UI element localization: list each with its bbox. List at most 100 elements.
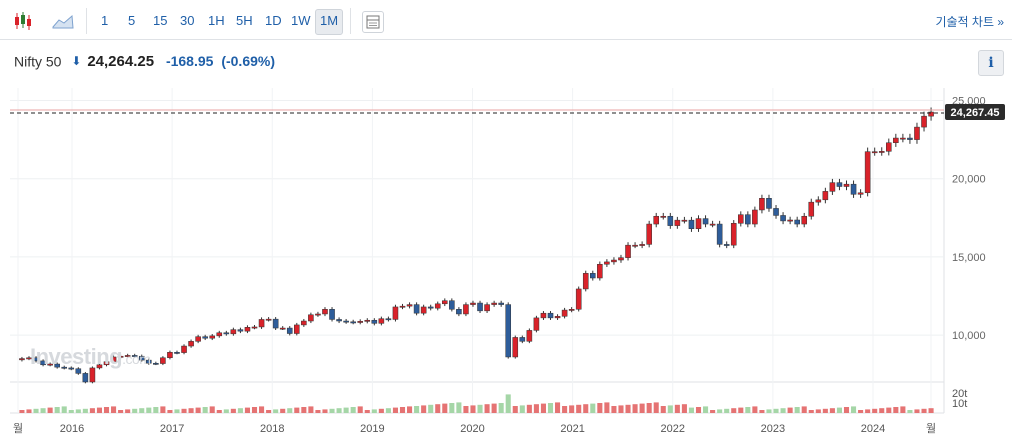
volume-bar [442, 403, 448, 413]
volume-bar [667, 405, 673, 413]
candlestick-glyph [15, 12, 31, 30]
timeframe-5[interactable]: 5 [128, 13, 136, 28]
volume-bar [407, 406, 413, 413]
candle-body [625, 244, 631, 258]
candle-body [195, 336, 201, 342]
candle-body [244, 327, 251, 332]
candle-body [54, 363, 60, 368]
volume-bar [251, 407, 258, 413]
volume-bar [710, 410, 716, 413]
candle-body [491, 302, 497, 305]
volume-bar [576, 404, 582, 413]
volume-bar [188, 408, 194, 413]
timeframe-1m[interactable]: 1M [315, 9, 344, 35]
timeframe-30[interactable]: 30 [180, 13, 195, 28]
candle-body [329, 309, 335, 320]
volume-tick-label: 10t [952, 398, 967, 410]
volume-bar [68, 410, 74, 413]
volume-bar [738, 407, 744, 413]
volume-bar [378, 408, 384, 413]
volume-bar [695, 407, 702, 413]
candle-body [174, 352, 180, 354]
candle-body [82, 373, 89, 383]
volume-bar [54, 407, 60, 413]
candle-body [343, 320, 349, 323]
candle-body [406, 304, 413, 307]
volume-bar [357, 406, 363, 413]
candle-body [181, 345, 187, 353]
x-tick-label: 2024 [861, 423, 885, 435]
x-tick-label: 2019 [360, 423, 384, 435]
candle-body [498, 302, 504, 305]
volume-bar [273, 409, 279, 413]
volume-bar [47, 407, 53, 413]
info-button[interactable]: i [978, 50, 1004, 76]
volume-bar [61, 406, 67, 413]
volume-bar [294, 407, 300, 413]
volume-bar [724, 408, 730, 413]
volume-bar [456, 402, 462, 413]
timeframe-1w[interactable]: 1W [291, 13, 311, 28]
volume-bar [865, 409, 871, 413]
timeframe-15[interactable]: 15 [153, 13, 168, 28]
volume-bar [259, 406, 265, 413]
x-tick-label: 월 [13, 422, 23, 435]
candle-body [914, 126, 920, 140]
candle-body [357, 321, 364, 323]
settings-panel-icon[interactable] [362, 11, 384, 33]
timeframe-5h[interactable]: 5H [236, 13, 253, 28]
candle-body [26, 357, 32, 360]
candle-body [730, 223, 737, 246]
candle-body [265, 318, 272, 321]
volume-bar [858, 410, 864, 413]
volume-bar [223, 409, 229, 413]
candle-body [294, 324, 300, 334]
volume-bar [477, 404, 483, 413]
quote-header: Nifty 50 ⬇ 24,264.25 -168.95 (-0.69%) [14, 52, 275, 72]
investing-watermark-logo: Investing.com [30, 344, 151, 370]
timeframe-1[interactable]: 1 [101, 13, 109, 28]
candle-body [138, 355, 145, 361]
toolbar-divider [350, 8, 351, 34]
volume-bar [646, 403, 652, 413]
candle-body [582, 273, 589, 290]
candle-body [371, 319, 378, 324]
candle-body [378, 318, 385, 324]
candle-body [618, 257, 624, 261]
y-tick-label: 20,000 [952, 174, 986, 186]
candle-body [61, 366, 68, 369]
candle-body [857, 192, 864, 195]
candle-body [878, 151, 885, 153]
volume-bar [688, 407, 694, 413]
candle-body [702, 218, 709, 225]
candle-body [604, 261, 610, 265]
advanced-chart-link[interactable]: 기술적 차트 » [935, 15, 1004, 29]
candle-body [117, 355, 124, 358]
candle-body [836, 182, 843, 187]
candle-body [653, 215, 660, 225]
toolbar-divider [86, 8, 87, 34]
candle-body [526, 330, 533, 342]
volume-bar [280, 408, 286, 413]
candle-body [815, 199, 822, 203]
timeframe-1h[interactable]: 1H [208, 13, 225, 28]
volume-bar [540, 403, 546, 413]
candle-body [639, 244, 645, 246]
candle-body [167, 352, 173, 359]
candle-body [752, 209, 758, 225]
candle-body [308, 314, 314, 322]
volume-bar [301, 407, 307, 413]
candle-body [864, 151, 871, 194]
volume-bar [89, 408, 95, 413]
area-chart-type-icon[interactable] [50, 9, 76, 33]
candle-body [568, 309, 575, 311]
timeframe-1d[interactable]: 1D [265, 13, 282, 28]
candle-body [723, 244, 730, 246]
candle-body [540, 312, 547, 319]
candle-body [146, 359, 152, 364]
volume-bar [526, 404, 532, 413]
volume-bar [597, 403, 603, 413]
candle-body [822, 191, 829, 201]
candlestick-chart-type-icon[interactable] [10, 9, 36, 33]
